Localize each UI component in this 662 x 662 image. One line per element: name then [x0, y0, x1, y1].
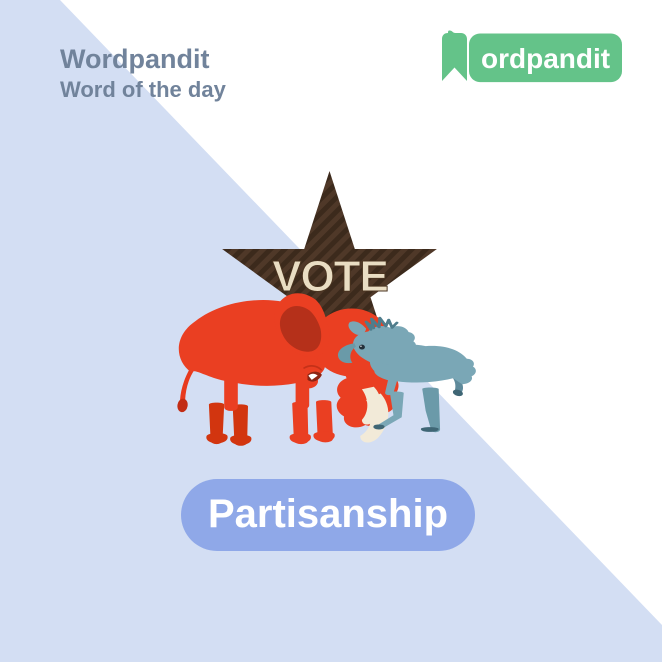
svg-text:Partisanship: Partisanship [208, 492, 448, 536]
